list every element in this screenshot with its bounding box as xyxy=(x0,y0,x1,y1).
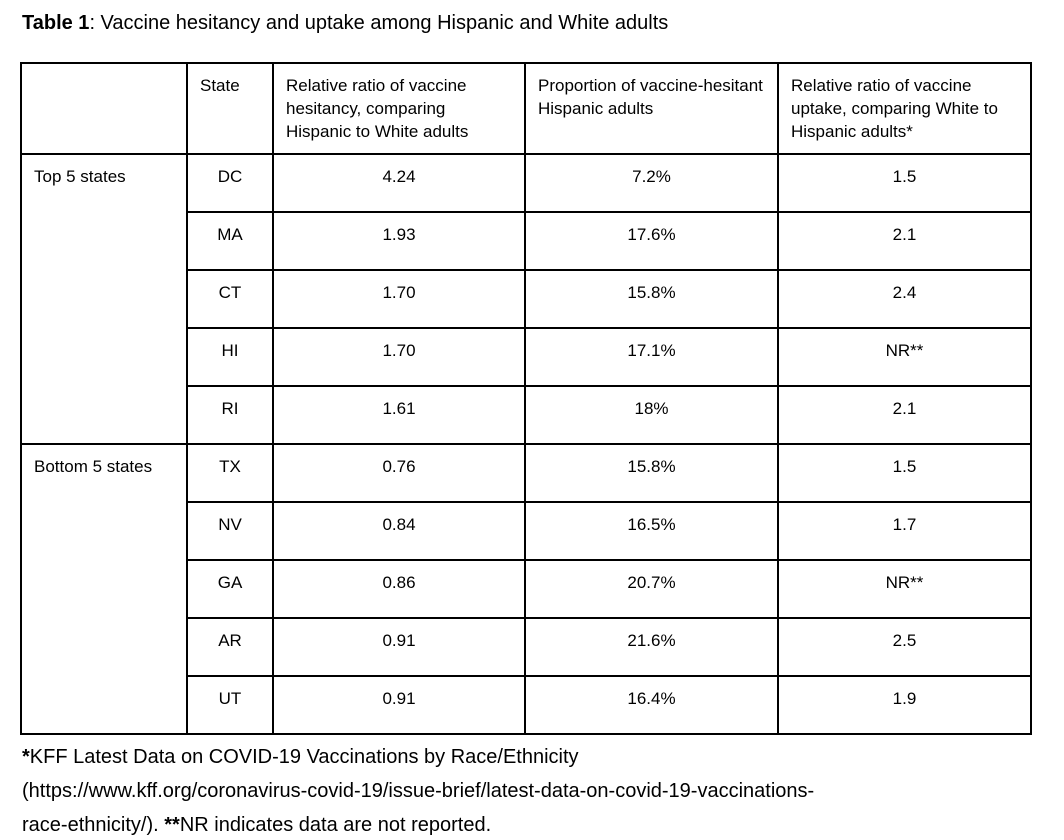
proportion-cell: 16.5% xyxy=(524,501,779,561)
proportion-cell: 17.6% xyxy=(524,211,779,271)
group-label-top5: Top 5 states xyxy=(20,153,188,445)
proportion-cell: 7.2% xyxy=(524,153,779,213)
proportion-cell: 17.1% xyxy=(524,327,779,387)
proportion-cell: 15.8% xyxy=(524,269,779,329)
state-cell: RI xyxy=(186,385,274,445)
proportion-cell: 21.6% xyxy=(524,617,779,677)
uptake-ratio-cell: 1.5 xyxy=(777,153,1032,213)
group-label-bottom5: Bottom 5 states xyxy=(20,443,188,735)
hesitancy-ratio-cell: 0.76 xyxy=(272,443,526,503)
hesitancy-ratio-cell: 0.91 xyxy=(272,675,526,735)
table-row: CT 1.70 15.8% 2.4 xyxy=(21,269,1032,329)
header-cell-proportion: Proportion of vaccine-hesitant Hispanic … xyxy=(524,62,779,155)
header-cell-uptake-ratio: Relative ratio of vaccine uptake, compar… xyxy=(777,62,1032,155)
footnote-nr-text: NR indicates data are not reported. xyxy=(179,814,492,836)
footnote-line-2: (https://www.kff.org/coronavirus-covid-1… xyxy=(22,774,1044,808)
uptake-ratio-cell: 2.4 xyxy=(777,269,1032,329)
uptake-ratio-cell: 1.5 xyxy=(777,443,1032,503)
hesitancy-ratio-cell: 0.84 xyxy=(272,501,526,561)
footnote-url-tail: race-ethnicity/). xyxy=(22,814,165,836)
hesitancy-ratio-cell: 0.86 xyxy=(272,559,526,619)
proportion-cell: 18% xyxy=(524,385,779,445)
table-title: Table 1: Vaccine hesitancy and uptake am… xyxy=(22,10,1044,36)
header-cell-state: State xyxy=(186,62,274,155)
table-row: Top 5 states DC 4.24 7.2% 1.5 xyxy=(20,153,1032,445)
table-row: HI 1.70 17.1% NR** xyxy=(21,327,1032,387)
table-title-label: Table 1 xyxy=(22,12,90,34)
state-cell: CT xyxy=(186,269,274,329)
header-cell-group xyxy=(20,62,188,155)
table-title-text: : Vaccine hesitancy and uptake among His… xyxy=(89,12,669,34)
footnote-url-text: (https://www.kff.org/coronavirus-covid-1… xyxy=(22,780,815,802)
proportion-cell: 20.7% xyxy=(524,559,779,619)
table-row: NV 0.84 16.5% 1.7 xyxy=(21,501,1032,561)
state-cell: NV xyxy=(186,501,274,561)
vaccine-hesitancy-table: State Relative ratio of vaccine hesitanc… xyxy=(20,62,1032,735)
table-row: GA 0.86 20.7% NR** xyxy=(21,559,1032,619)
hesitancy-ratio-cell: 1.61 xyxy=(272,385,526,445)
uptake-ratio-cell: 2.1 xyxy=(777,385,1032,445)
hesitancy-ratio-cell: 4.24 xyxy=(272,153,526,213)
header-cell-hesitancy-ratio: Relative ratio of vaccine hesitancy, com… xyxy=(272,62,526,155)
uptake-ratio-cell: 2.1 xyxy=(777,211,1032,271)
proportion-cell: 15.8% xyxy=(524,443,779,503)
footnote-source-text: KFF Latest Data on COVID-19 Vaccinations… xyxy=(29,746,579,768)
hesitancy-ratio-cell: 1.70 xyxy=(272,327,526,387)
state-cell: GA xyxy=(186,559,274,619)
uptake-ratio-cell: 1.9 xyxy=(777,675,1032,735)
header-row: State Relative ratio of vaccine hesitanc… xyxy=(20,62,1032,155)
table-row: UT 0.91 16.4% 1.9 xyxy=(21,675,1032,735)
uptake-ratio-cell: NR** xyxy=(777,559,1032,619)
uptake-ratio-cell: 2.5 xyxy=(777,617,1032,677)
table-row: MA 1.93 17.6% 2.1 xyxy=(21,211,1032,271)
state-cell: DC xyxy=(186,153,274,213)
table-row: AR 0.91 21.6% 2.5 xyxy=(21,617,1032,677)
hesitancy-ratio-cell: 1.93 xyxy=(272,211,526,271)
uptake-ratio-cell: 1.7 xyxy=(777,501,1032,561)
state-cell: HI xyxy=(186,327,274,387)
footnote-marker-2: ** xyxy=(164,814,180,836)
footnote: *KFF Latest Data on COVID-19 Vaccination… xyxy=(22,740,1044,840)
hesitancy-ratio-cell: 0.91 xyxy=(272,617,526,677)
state-cell: MA xyxy=(186,211,274,271)
proportion-cell: 16.4% xyxy=(524,675,779,735)
state-cell: TX xyxy=(186,443,274,503)
footnote-marker-1: * xyxy=(22,746,30,768)
table-row: Bottom 5 states TX 0.76 15.8% 1.5 xyxy=(20,443,1032,735)
hesitancy-ratio-cell: 1.70 xyxy=(272,269,526,329)
state-cell: UT xyxy=(186,675,274,735)
uptake-ratio-cell: NR** xyxy=(777,327,1032,387)
state-cell: AR xyxy=(186,617,274,677)
footnote-line-3: race-ethnicity/). **NR indicates data ar… xyxy=(22,808,1044,840)
footnote-line-1: *KFF Latest Data on COVID-19 Vaccination… xyxy=(22,740,1044,774)
table-row: RI 1.61 18% 2.1 xyxy=(21,385,1032,445)
